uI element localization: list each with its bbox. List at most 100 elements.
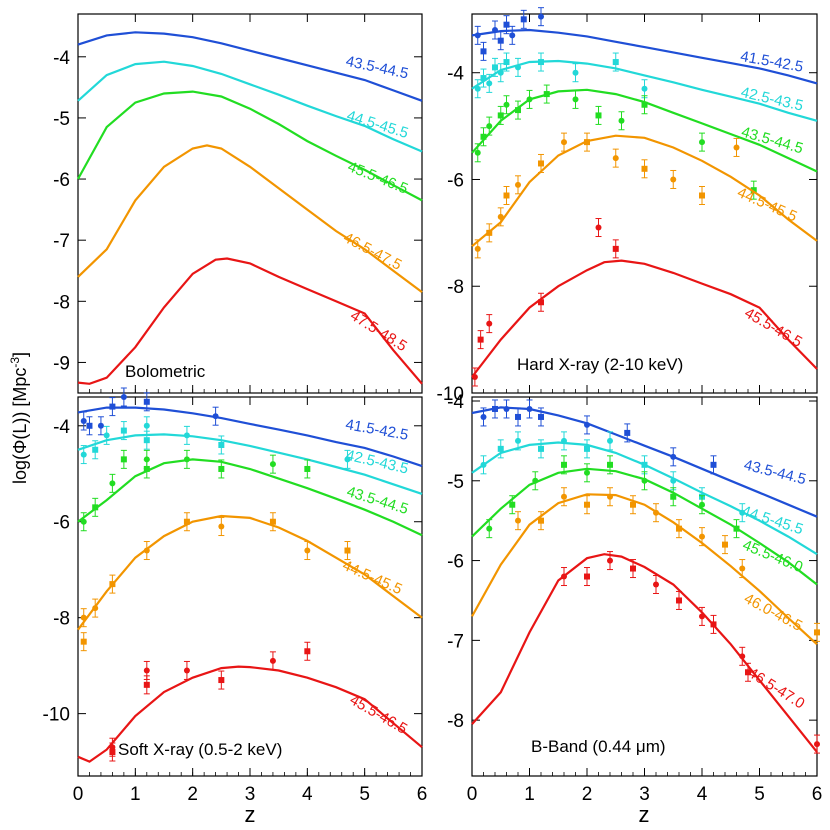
- data-point: [641, 85, 648, 92]
- data-point: [699, 613, 705, 620]
- series-label: 42.5-43.5: [739, 84, 805, 115]
- panel-title: B-Band (0.44 μm): [531, 737, 666, 756]
- series-label: 41.5-42.5: [344, 416, 409, 444]
- data-point: [584, 445, 590, 452]
- data-point: [503, 405, 510, 412]
- data-point: [538, 299, 544, 306]
- data-point: [538, 445, 544, 452]
- data-point: [595, 112, 602, 119]
- data-point: [183, 667, 190, 674]
- data-point: [486, 229, 493, 236]
- data-point: [612, 245, 619, 252]
- y-tick-label: -8: [53, 292, 70, 313]
- data-point: [561, 139, 567, 146]
- data-point: [269, 461, 276, 468]
- data-point: [572, 96, 579, 103]
- data-point: [641, 101, 648, 108]
- series-label: 44.5-45.5: [735, 184, 800, 225]
- x-tick-label: 3: [639, 784, 650, 805]
- data-point: [710, 621, 717, 628]
- data-point: [492, 405, 498, 412]
- series-label: 47.5-48.5: [347, 307, 410, 355]
- data-point: [486, 525, 493, 532]
- data-point: [143, 422, 150, 429]
- x-tick-label: 4: [697, 784, 708, 805]
- series-label: 44.5-45.5: [345, 107, 411, 142]
- x-tick-label: 5: [359, 784, 370, 805]
- data-point: [183, 518, 190, 525]
- series-label: 43.5-44.5: [742, 457, 808, 489]
- series-label: 45.5-46.0: [740, 537, 805, 577]
- data-point: [497, 69, 504, 76]
- data-point: [492, 27, 498, 34]
- y-tick-label: -6: [447, 552, 464, 573]
- data-point: [218, 677, 225, 684]
- data-point: [561, 437, 567, 444]
- data-point: [595, 224, 602, 231]
- series-label: 44.5-45.5: [340, 557, 405, 598]
- panel-bolometric: -9-8-7-6-5-4 43.5-44.544.5-45.545.5-46.54…: [53, 13, 423, 394]
- data-point: [699, 501, 705, 508]
- data-point: [750, 187, 757, 194]
- x-tick-label: 0: [467, 784, 478, 805]
- data-point: [218, 523, 225, 530]
- y-tick-label: -7: [53, 231, 70, 252]
- data-point: [304, 547, 311, 554]
- data-point: [503, 21, 510, 28]
- y-tick-label: -8: [447, 711, 464, 732]
- data-point: [733, 144, 740, 151]
- data-point: [480, 75, 487, 82]
- x-axis-label-left: z: [245, 802, 256, 827]
- y-tick-label: -8: [53, 609, 70, 630]
- series-44.5-45.5: 44.5-45.5: [471, 431, 818, 556]
- data-point: [710, 461, 717, 468]
- data-point: [80, 518, 87, 525]
- x-tick-label: 2: [187, 784, 198, 805]
- data-point: [92, 504, 99, 511]
- data-point: [269, 657, 276, 664]
- data-point: [103, 432, 110, 439]
- data-point: [699, 533, 705, 540]
- data-point: [641, 461, 648, 468]
- data-point: [143, 437, 150, 444]
- data-point: [653, 509, 659, 516]
- series-45.5-46.5: 45.5-46.5: [77, 90, 423, 202]
- data-point: [474, 149, 481, 156]
- data-point: [543, 91, 550, 98]
- data-point: [612, 59, 619, 66]
- data-point: [561, 461, 567, 468]
- series-label: 43.5-44.5: [739, 124, 805, 158]
- data-point: [515, 517, 521, 524]
- data-point: [515, 437, 521, 444]
- data-point: [218, 465, 225, 472]
- y-tick-label: -4: [53, 417, 70, 438]
- series-line: [77, 31, 423, 102]
- x-tick-label: 3: [245, 784, 256, 805]
- data-point: [218, 441, 225, 448]
- data-point: [584, 469, 590, 476]
- x-tick-label: 0: [73, 784, 84, 805]
- data-point: [607, 437, 613, 444]
- data-point: [676, 597, 682, 604]
- data-point: [561, 493, 567, 500]
- y-tick-label: -4: [447, 392, 464, 413]
- data-point: [471, 373, 478, 380]
- data-point: [143, 398, 150, 405]
- series-label: 45.5-46.5: [742, 305, 805, 351]
- data-point: [109, 480, 116, 487]
- data-point: [269, 518, 276, 525]
- data-point: [480, 133, 487, 140]
- panel-title: Soft X-ray (0.5-2 keV): [118, 740, 282, 759]
- data-point: [503, 192, 510, 199]
- data-point: [526, 405, 533, 412]
- series-label: 43.5-44.5: [345, 483, 411, 518]
- data-point: [538, 13, 544, 20]
- data-point: [733, 525, 740, 532]
- x-tick-label: 5: [754, 784, 765, 805]
- data-point: [344, 456, 351, 463]
- data-point: [304, 465, 311, 472]
- data-point: [143, 667, 150, 674]
- y-tick-label: -10: [437, 384, 464, 405]
- y-axis-label: log(Φ(L)) [Mpc-3]: [8, 352, 30, 484]
- data-point: [722, 541, 728, 548]
